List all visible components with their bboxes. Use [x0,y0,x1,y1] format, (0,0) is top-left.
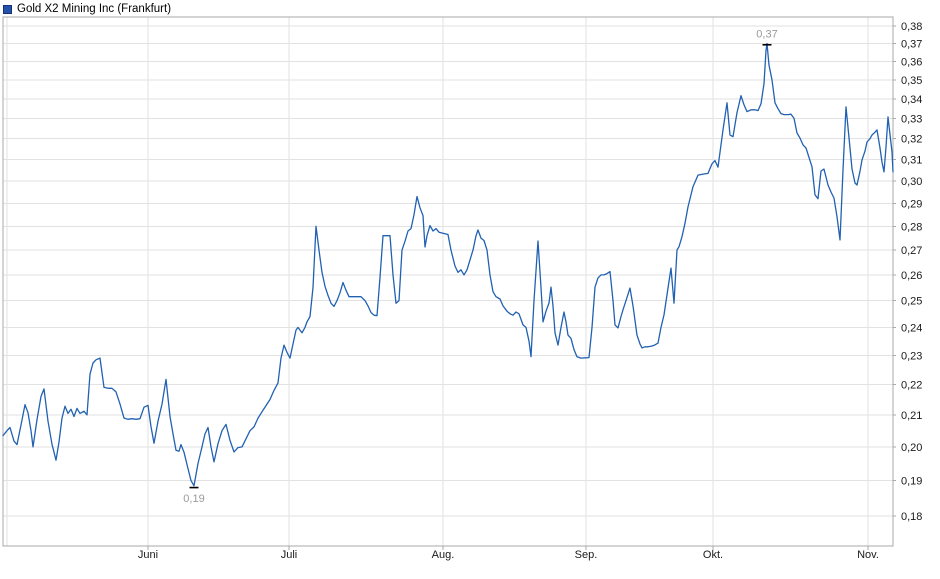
y-tick-label: 0,38 [901,21,922,33]
y-tick-label: 0,30 [901,176,922,188]
chart-title: Gold X2 Mining Inc (Frankfurt) [17,3,172,15]
x-month-label: Sep. [575,549,598,561]
y-tick-label: 0,37 [901,38,922,50]
series-color-swatch-icon [3,4,12,14]
y-tick-label: 0,34 [901,94,922,106]
high-marker-tick [762,43,772,46]
y-tick-label: 0,26 [901,270,922,282]
y-tick-label: 0,23 [901,350,922,362]
y-tick-label: 0,27 [901,245,922,257]
y-tick-label: 0,22 [901,379,922,391]
y-tick-label: 0,32 [901,134,922,146]
high-annotation: 0,37 [756,28,777,40]
y-tick-label: 0,33 [901,114,922,126]
plot-border [2,16,894,547]
x-month-label: Juli [281,549,298,561]
y-tick-label: 0,20 [901,442,922,454]
x-month-label: Okt. [703,549,723,561]
y-tick-label: 0,18 [901,511,922,523]
low-annotation: 0,19 [183,493,204,505]
y-tick-label: 0,28 [901,221,922,233]
y-tick-label: 0,25 [901,296,922,308]
chart-legend: Gold X2 Mining Inc (Frankfurt) [3,3,171,15]
x-month-label: Juni [138,549,158,561]
y-tick-label: 0,29 [901,198,922,210]
x-month-label: Nov. [857,549,879,561]
y-tick-label: 0,36 [901,56,922,68]
x-month-label: Aug. [432,549,455,561]
y-tick-label: 0,21 [901,410,922,422]
y-tick-label: 0,19 [901,476,922,488]
low-marker-tick [189,486,199,489]
price-line [2,42,894,487]
y-tick-label: 0,31 [901,155,922,167]
y-tick-label: 0,35 [901,75,922,87]
y-tick-label: 0,24 [901,322,922,334]
